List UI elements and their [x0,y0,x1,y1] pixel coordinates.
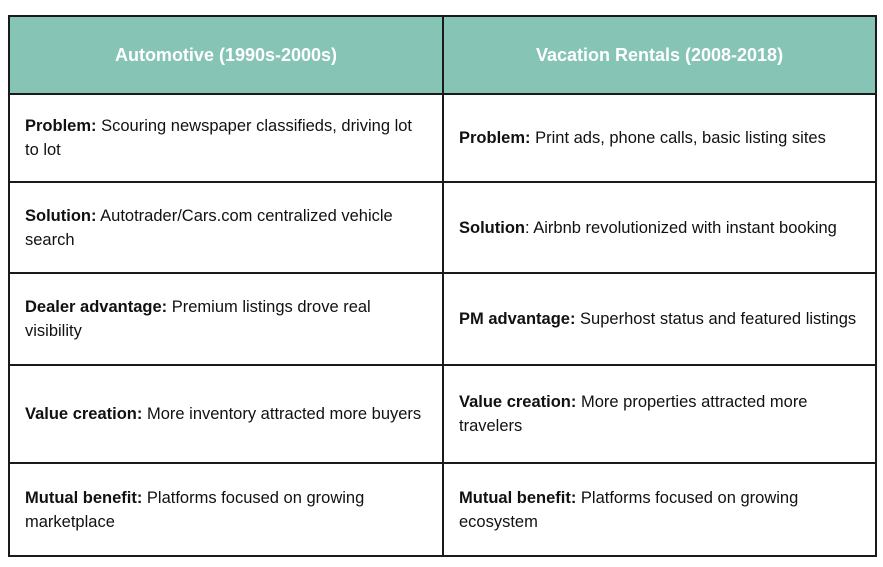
table-cell-vacation-rentals: Problem: Print ads, phone calls, basic l… [442,93,877,183]
cell-label: Dealer advantage: [25,298,168,316]
cell-text: More inventory attracted more buyers [142,405,422,423]
cell-text: Platforms focused on growing marketplace [25,488,365,531]
cell-text: Print ads, phone calls, basic listing si… [530,129,826,147]
cell-label: Mutual benefit: [459,488,577,507]
cell-text: : Airbnb revolutionized with instant boo… [524,218,837,237]
table-cell-vacation-rentals: PM advantage: Superhost status and featu… [442,272,877,366]
table-row: Solution: Autotrader/Cars.com centralize… [8,181,877,274]
cell-label: Value creation: [25,405,143,423]
cell-label: Value creation: [459,393,577,411]
cell-label: Problem: [25,117,97,135]
cell-text: Superhost status and featured listings [575,310,857,328]
cell-label: Solution [459,218,525,237]
table-cell-vacation-rentals: Mutual benefit: Platforms focused on gro… [442,462,877,557]
table-cell-automotive: Value creation: More inventory attracted… [8,364,444,464]
cell-label: Problem: [459,129,531,147]
cell-text: Autotrader/Cars.com centralized vehicle … [25,206,393,249]
cell-label: Mutual benefit: [25,488,143,507]
table-row: Value creation: More inventory attracted… [8,364,877,464]
table-row: Problem: Scouring newspaper classifieds,… [8,93,877,183]
table-cell-automotive: Mutual benefit: Platforms focused on gro… [8,462,444,557]
cell-text: Premium listings drove real visibility [25,298,371,340]
header-vacation-rentals: Vacation Rentals (2008-2018) [442,15,877,95]
cell-text: Platforms focused on growing ecosystem [459,488,799,531]
table-row: Mutual benefit: Platforms focused on gro… [8,462,877,557]
table-cell-automotive: Problem: Scouring newspaper classifieds,… [8,93,444,183]
cell-text: Scouring newspaper classifieds, driving … [25,117,413,159]
cell-text: More properties attracted more travelers [459,393,808,435]
table-cell-vacation-rentals: Solution: Airbnb revolutionized with ins… [442,181,877,274]
cell-label: Solution: [25,206,97,225]
header-automotive: Automotive (1990s-2000s) [8,15,444,95]
table-row: Dealer advantage: Premium listings drove… [8,272,877,366]
cell-label: PM advantage: [459,310,576,328]
table-cell-vacation-rentals: Value creation: More properties attracte… [442,364,877,464]
header-row: Automotive (1990s-2000s) Vacation Rental… [8,15,877,95]
comparison-table: Automotive (1990s-2000s) Vacation Rental… [8,15,877,557]
table-cell-automotive: Dealer advantage: Premium listings drove… [8,272,444,366]
table-cell-automotive: Solution: Autotrader/Cars.com centralize… [8,181,444,274]
